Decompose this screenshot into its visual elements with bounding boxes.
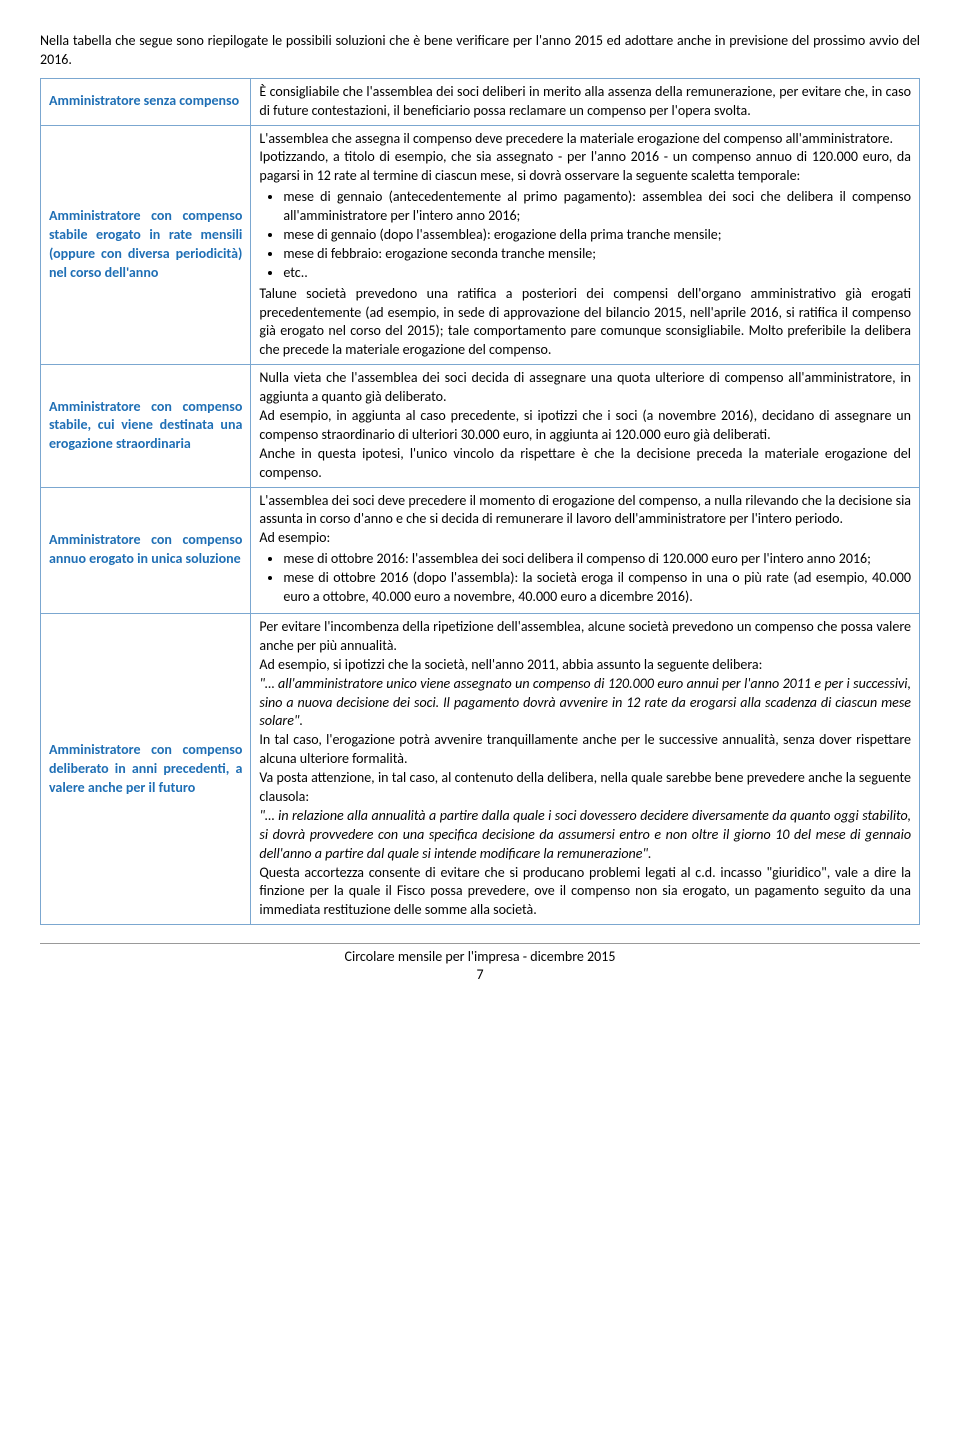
table-row: Amministratore con compenso stabile erog…	[41, 125, 920, 365]
row-right-content: L'assemblea che assegna il compenso deve…	[251, 125, 920, 365]
row-right-content: È consigliabile che l'assemblea dei soci…	[251, 78, 920, 125]
row-left-label: Amministratore con compenso stabile, cui…	[41, 365, 251, 487]
footer-title: Circolare mensile per l'impresa - dicemb…	[345, 948, 616, 965]
table-row: Amministratore con compenso annuo erogat…	[41, 487, 920, 613]
table-row: Amministratore senza compensoÈ consiglia…	[41, 78, 920, 125]
intro-text: Nella tabella che segue sono riepilogate…	[40, 32, 920, 70]
row-right-content: Per evitare l'incombenza della ripetizio…	[251, 613, 920, 924]
footer-page-number: 7	[476, 966, 483, 983]
row-left-label: Amministratore con compenso deliberato i…	[41, 613, 251, 924]
row-left-label: Amministratore con compenso annuo erogat…	[41, 487, 251, 613]
row-left-label: Amministratore con compenso stabile erog…	[41, 125, 251, 365]
solutions-table: Amministratore senza compensoÈ consiglia…	[40, 78, 920, 925]
table-body: Amministratore senza compensoÈ consiglia…	[41, 78, 920, 924]
table-row: Amministratore con compenso stabile, cui…	[41, 365, 920, 487]
table-row: Amministratore con compenso deliberato i…	[41, 613, 920, 924]
row-right-content: L'assemblea dei soci deve precedere il m…	[251, 487, 920, 613]
page-footer: Circolare mensile per l'impresa - dicemb…	[40, 943, 920, 984]
row-right-content: Nulla vieta che l'assemblea dei soci dec…	[251, 365, 920, 487]
row-left-label: Amministratore senza compenso	[41, 78, 251, 125]
